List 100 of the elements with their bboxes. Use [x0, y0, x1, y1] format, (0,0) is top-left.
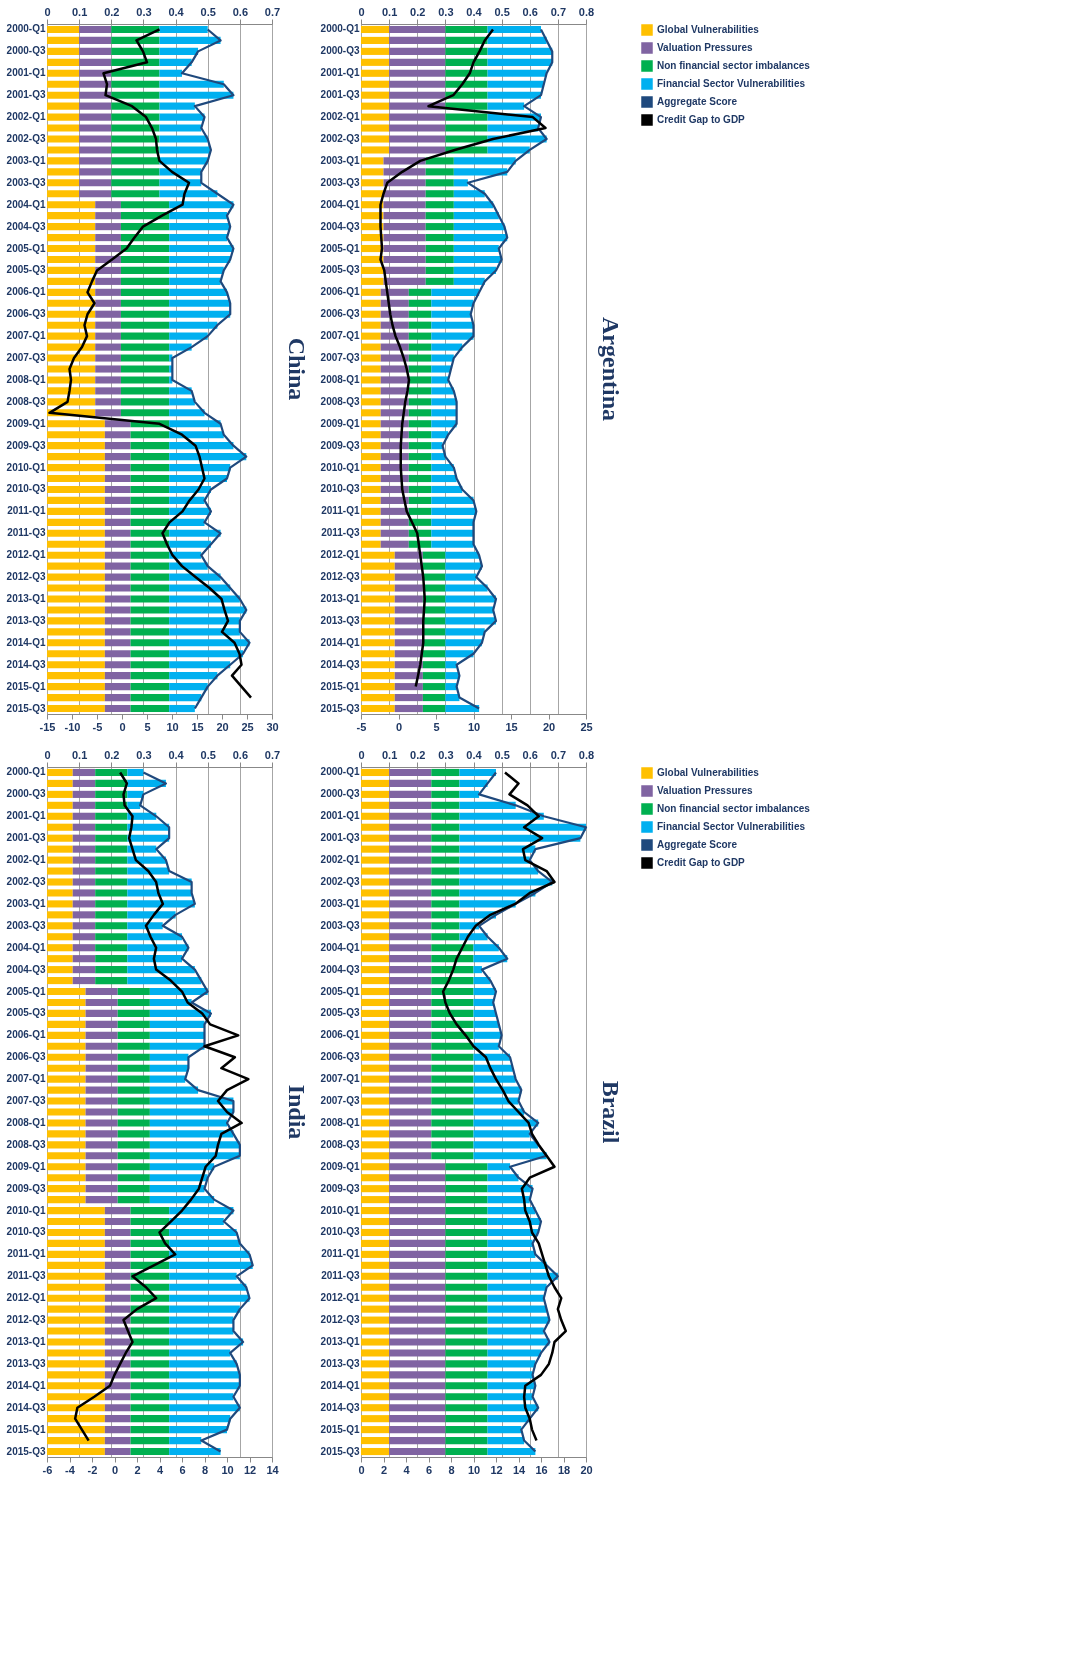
bar	[95, 332, 121, 340]
bar	[47, 606, 105, 614]
y-tick-label: 2001-Q1	[320, 810, 360, 822]
bar	[361, 812, 390, 820]
x-tick-label: 0.3	[136, 748, 152, 761]
bar	[104, 431, 131, 439]
bar	[47, 889, 73, 897]
y-tick-label: 2010-Q3	[320, 1226, 360, 1238]
bar	[47, 102, 80, 110]
bar	[445, 1382, 488, 1390]
bar	[408, 321, 432, 329]
bar	[389, 987, 432, 996]
bar	[425, 266, 454, 274]
x-tick-label: 0.7	[264, 748, 281, 761]
bar	[389, 58, 446, 66]
bar	[361, 900, 390, 908]
bar	[361, 1382, 390, 1390]
bar	[445, 628, 485, 636]
bar	[47, 1053, 86, 1061]
legend-label: Credit Gap to GDP	[657, 114, 746, 125]
bar	[487, 69, 547, 77]
bar	[487, 58, 553, 66]
x2-tick-label: 10	[467, 1463, 481, 1476]
y-tick-label: 2015-Q1	[320, 1423, 360, 1435]
bar	[111, 168, 160, 176]
y-tick-label: 2004-Q3	[6, 963, 46, 975]
bar	[127, 900, 195, 908]
bar	[380, 409, 409, 417]
bar	[169, 212, 227, 220]
y-tick-label: 2007-Q3	[6, 1095, 46, 1107]
y-tick-label: 2014-Q1	[6, 636, 46, 648]
bar	[445, 617, 496, 625]
x-tick-label: 0.6	[232, 5, 249, 18]
y-tick-label: 2015-Q1	[320, 680, 360, 692]
bar	[47, 823, 73, 831]
bar	[389, 1360, 446, 1368]
bar	[453, 266, 496, 274]
bar	[383, 201, 426, 209]
bar	[130, 1360, 170, 1368]
x2-tick-label: -5	[356, 720, 367, 733]
bar	[47, 474, 105, 483]
y-tick-label: 2005-Q1	[6, 985, 46, 997]
bar	[104, 1294, 131, 1302]
bar	[130, 1217, 170, 1226]
bar	[149, 1086, 199, 1094]
bar	[361, 856, 390, 864]
bar	[117, 1020, 150, 1028]
bar	[445, 1393, 488, 1401]
bar	[111, 157, 160, 165]
bar	[47, 650, 105, 658]
bar	[453, 168, 508, 176]
bar	[361, 1075, 390, 1083]
y-tick-label: 2007-Q3	[6, 352, 46, 364]
bar	[47, 1163, 86, 1171]
bar	[130, 453, 170, 461]
bar	[361, 244, 384, 253]
bar	[47, 168, 80, 176]
bar	[445, 1196, 488, 1204]
bar	[120, 398, 170, 406]
bar	[79, 124, 112, 132]
bar	[473, 1130, 530, 1138]
bar	[47, 998, 86, 1007]
x2-tick-label: 0	[111, 1463, 119, 1476]
bar	[408, 485, 432, 494]
bar	[130, 507, 170, 515]
bar	[169, 464, 231, 472]
bar	[431, 354, 454, 362]
bar	[487, 146, 530, 154]
bar	[104, 617, 131, 625]
bar	[445, 562, 482, 570]
x-tick-label: 0.7	[264, 5, 281, 18]
bar	[445, 1305, 488, 1313]
x2-tick-label: 14	[512, 1463, 526, 1476]
bar	[459, 856, 530, 864]
bar	[473, 1119, 539, 1127]
bar	[47, 955, 73, 963]
bar	[117, 1174, 150, 1182]
bar	[47, 1261, 105, 1269]
bar	[431, 823, 460, 831]
bar	[72, 977, 96, 985]
bar	[361, 1196, 390, 1204]
bar	[127, 922, 163, 930]
y-tick-label: 2008-Q1	[320, 1116, 360, 1128]
x-tick-label: 0.2	[410, 748, 426, 761]
x2-tick-label: 4	[403, 1463, 411, 1476]
bar	[389, 1185, 446, 1193]
bar	[47, 91, 80, 99]
bar	[130, 661, 170, 669]
bar	[117, 1130, 150, 1138]
y-tick-label: 2014-Q1	[320, 1379, 360, 1391]
bar	[95, 933, 128, 941]
bar	[361, 1207, 390, 1215]
bar	[473, 1152, 547, 1160]
bar	[47, 1020, 86, 1028]
y-tick-label: 2014-Q3	[6, 1401, 46, 1413]
bar	[47, 1196, 86, 1204]
bar	[445, 135, 488, 143]
x-tick-label: 0.6	[232, 748, 249, 761]
bar	[389, 146, 446, 154]
bar	[111, 47, 160, 55]
